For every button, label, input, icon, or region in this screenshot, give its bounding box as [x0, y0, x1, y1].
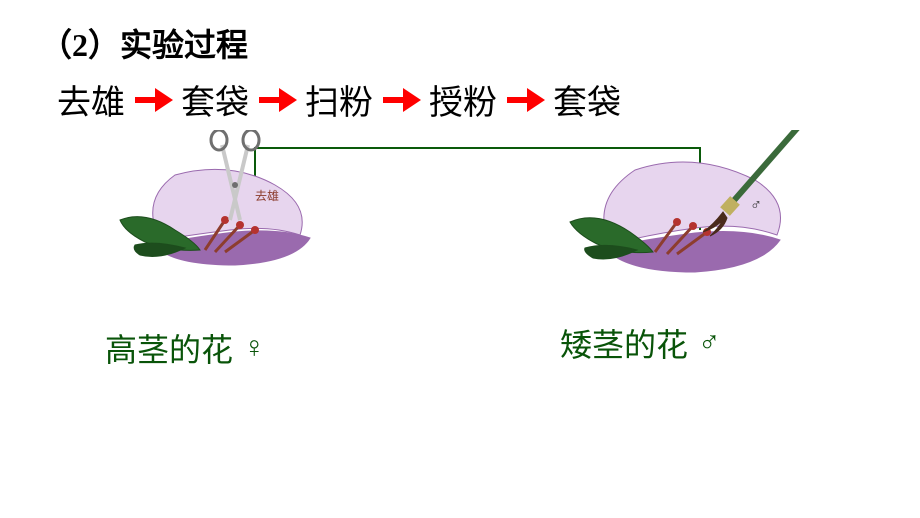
diagram-area: 去雄 ♂	[0, 120, 920, 380]
section-heading: （2）实验过程	[40, 20, 248, 66]
arrow-icon	[255, 85, 299, 115]
female-symbol-icon: ♀	[243, 331, 266, 365]
label-short-flower: 矮茎的花 ♂	[560, 320, 721, 366]
step-2: 套袋	[181, 75, 249, 124]
arrow-icon	[503, 85, 547, 115]
label-tall-flower: 高茎的花 ♀	[105, 325, 266, 371]
svg-text:♂: ♂	[750, 197, 762, 214]
step-4: 授粉	[429, 75, 497, 124]
male-symbol-icon: ♂	[698, 326, 721, 360]
label-short-text: 矮茎的花	[560, 320, 688, 366]
arrow-icon	[379, 85, 423, 115]
step-3: 扫粉	[305, 75, 373, 124]
step-1: 去雄	[57, 75, 125, 124]
arrow-icon	[131, 85, 175, 115]
svg-text:去雄: 去雄	[255, 188, 279, 203]
step-5: 套袋	[553, 75, 621, 124]
process-steps: 去雄 套袋 扫粉 授粉 套袋	[55, 75, 623, 124]
flower-short-stem: ♂	[555, 130, 795, 300]
flower-tall-stem: 去雄	[100, 130, 340, 300]
label-tall-text: 高茎的花	[105, 325, 233, 371]
